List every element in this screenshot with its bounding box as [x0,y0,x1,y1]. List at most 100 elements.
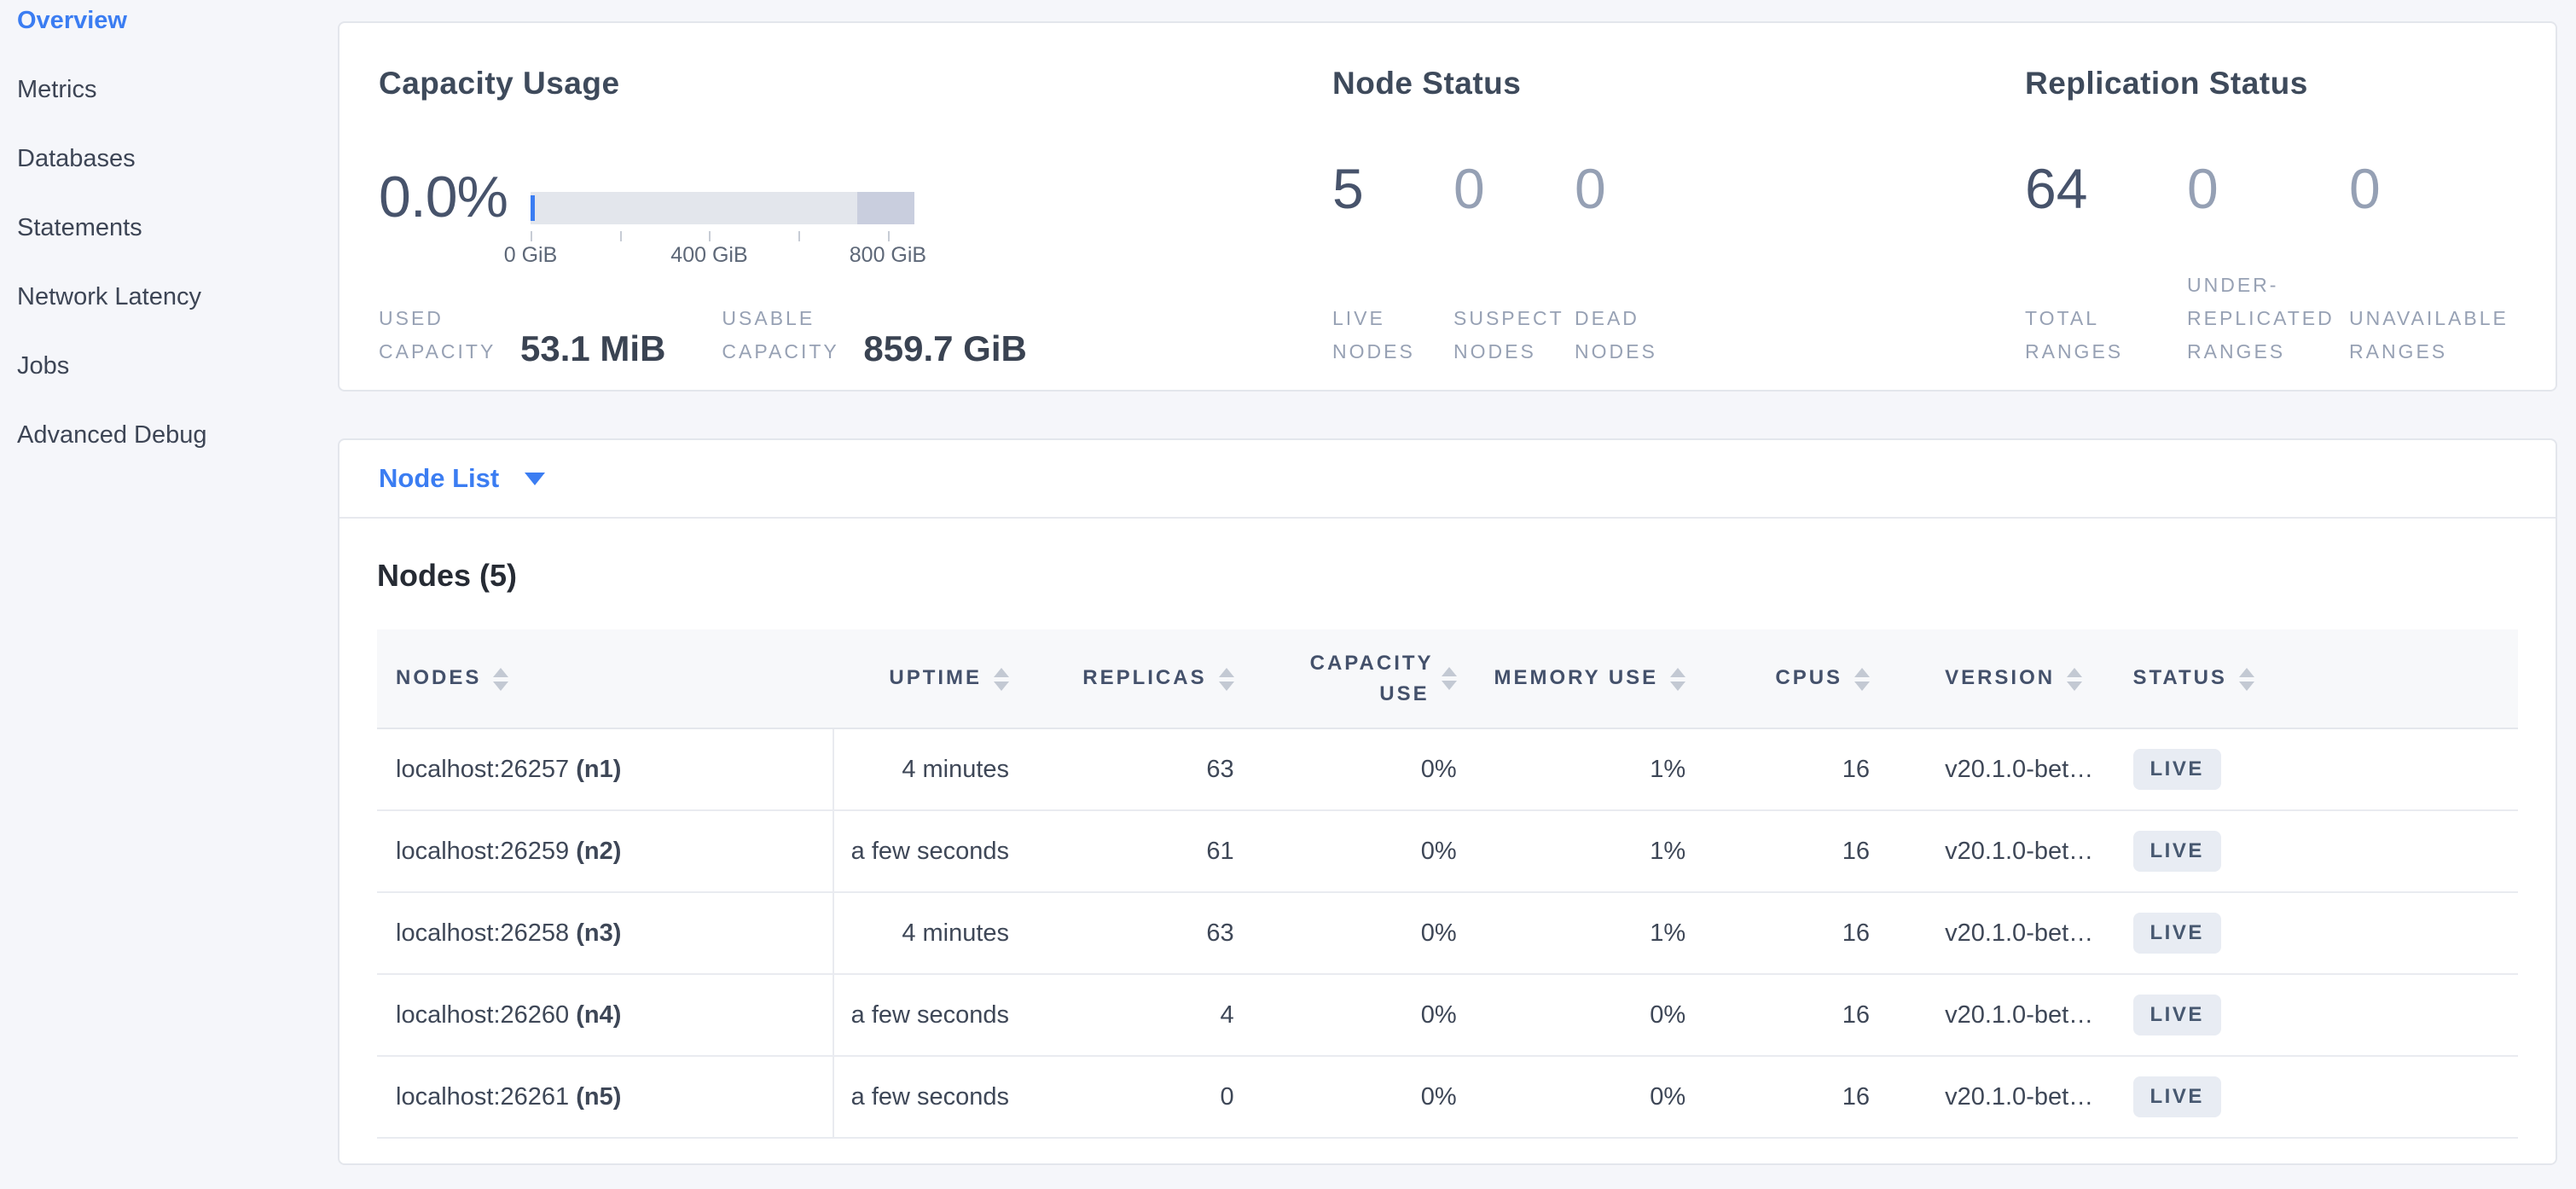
col-header-status[interactable]: STATUS [2100,629,2518,729]
version-cell: v20.1.0-bet… [1897,1056,2101,1139]
node-status-title: Node Status [1332,66,1522,101]
sidebar-nav: Overview Metrics Databases Statements Ne… [0,0,338,470]
nodes-heading: Nodes (5) [377,558,518,593]
sort-icon [2238,667,2254,691]
cpus-cell: 16 [1713,974,1898,1057]
cluster-summary-card: Capacity Usage Node Status Replication S… [338,21,2557,392]
unavailable-ranges-label: UNAVAILABLE RANGES [2349,307,2509,362]
uptime-cell: 4 minutes [833,892,1037,975]
node-address[interactable]: localhost:26258 (n3) [377,892,834,975]
sidebar-item-metrics[interactable]: Metrics [17,76,97,103]
used-capacity-label: USED CAPACITY [379,307,496,362]
status-cell: LIVE [2100,892,2518,975]
dead-nodes-label: DEAD NODES [1575,307,1657,362]
version-cell: v20.1.0-bet… [1897,728,2101,811]
uptime-cell: a few seconds [833,1056,1037,1139]
sidebar-item-advanced-debug[interactable]: Advanced Debug [17,421,207,449]
sidebar: Overview Metrics Databases Statements Ne… [0,0,338,1189]
sidebar-item-statements[interactable]: Statements [17,214,142,241]
status-badge: LIVE [2132,995,2221,1035]
gauge-bar [531,192,914,224]
node-list-body: Nodes (5) NODES UPTIME REPLICAS CAPACITY… [339,558,2556,1139]
col-header-memory-use[interactable]: MEMORY USE [1483,629,1714,729]
replicas-cell: 0 [1036,1056,1262,1139]
sort-icon [2067,667,2083,691]
memory-use-cell: 0% [1483,974,1714,1057]
capacity-stats: USED CAPACITY 53.1 MiB USABLE CAPACITY 8… [379,236,1083,368]
replication-status-values: 64 0 0 [2025,160,2511,218]
node-address[interactable]: localhost:26257 (n1) [377,728,834,811]
status-cell: LIVE [2100,974,2518,1057]
sort-icon [493,667,509,691]
uptime-cell: 4 minutes [833,728,1037,811]
sort-icon [1218,667,1234,691]
col-header-version[interactable]: VERSION [1897,629,2101,729]
main-content: Capacity Usage Node Status Replication S… [338,0,2557,1165]
sort-icon [1441,667,1457,690]
capacity-use-cell: 0% [1261,974,1484,1057]
suspect-nodes-label: SUSPECT NODES [1453,307,1564,362]
col-header-cpus[interactable]: CPUS [1713,629,1898,729]
node-address[interactable]: localhost:26261 (n5) [377,1056,834,1139]
capacity-gauge-row: 0.0% 0 GiB 400 GiB 800 GiB [379,165,926,269]
status-cell: LIVE [2100,728,2518,811]
suspect-nodes-value: 0 [1453,157,1485,220]
total-ranges-label: TOTAL RANGES [2025,307,2124,362]
axis-label-400: 400 GiB [670,243,748,267]
memory-use-cell: 1% [1483,810,1714,893]
capacity-usage-title: Capacity Usage [379,66,620,101]
capacity-gauge: 0 GiB 400 GiB 800 GiB [504,192,926,269]
node-list-dropdown-label: Node List [379,463,500,493]
gauge-reserved-segment [856,192,914,224]
live-nodes-value: 5 [1332,157,1364,220]
col-header-capacity-use[interactable]: CAPACITY USE [1261,629,1484,729]
capacity-percent: 0.0% [379,165,508,229]
node-address[interactable]: localhost:26260 (n4) [377,974,834,1057]
sidebar-item-jobs[interactable]: Jobs [17,352,70,380]
under-replicated-ranges-value: 0 [2187,157,2219,220]
node-status-labels: LIVE NODES SUSPECT NODES DEAD NODES [1332,236,1696,368]
chevron-down-icon [525,472,546,485]
sort-icon [994,667,1010,691]
sidebar-item-network-latency[interactable]: Network Latency [17,283,201,310]
capacity-use-cell: 0% [1261,810,1484,893]
sidebar-item-overview[interactable]: Overview [17,7,127,34]
used-capacity-value: 53.1 MiB [520,328,666,368]
memory-use-cell: 1% [1483,892,1714,975]
table-row: localhost:26259 (n2) a few seconds 61 0%… [377,810,2518,893]
version-cell: v20.1.0-bet… [1897,810,2101,893]
cpus-cell: 16 [1713,728,1898,811]
node-status-values: 5 0 0 [1332,160,1696,218]
capacity-use-cell: 0% [1261,892,1484,975]
table-row: localhost:26260 (n4) a few seconds 4 0% … [377,974,2518,1057]
replicas-cell: 63 [1036,728,1262,811]
col-header-nodes[interactable]: NODES [377,629,833,729]
replication-status-labels: TOTAL RANGES UNDER-REPLICATED RANGES UNA… [2025,236,2511,368]
cpus-cell: 16 [1713,892,1898,975]
node-list-dropdown[interactable]: Node List [339,440,2556,519]
cpus-cell: 16 [1713,810,1898,893]
col-header-uptime[interactable]: UPTIME [833,629,1037,729]
under-replicated-ranges-label: UNDER-REPLICATED RANGES [2187,274,2335,362]
table-row: localhost:26258 (n3) 4 minutes 63 0% 1% … [377,892,2518,975]
status-cell: LIVE [2100,1056,2518,1139]
total-ranges-value: 64 [2025,157,2088,220]
sidebar-item-databases[interactable]: Databases [17,145,136,172]
status-badge: LIVE [2132,913,2221,954]
col-header-replicas[interactable]: REPLICAS [1036,629,1262,729]
dead-nodes-value: 0 [1575,157,1606,220]
gauge-used-marker [531,195,535,221]
axis-label-0: 0 GiB [503,243,558,267]
axis-label-800: 800 GiB [849,243,927,267]
replication-status-title: Replication Status [2025,66,2308,101]
table-row: localhost:26257 (n1) 4 minutes 63 0% 1% … [377,728,2518,811]
table-header-row: NODES UPTIME REPLICAS CAPACITY USE MEMOR… [377,629,2518,729]
memory-use-cell: 1% [1483,728,1714,811]
sort-icon [1670,667,1686,691]
node-address[interactable]: localhost:26259 (n2) [377,810,834,893]
status-badge: LIVE [2132,749,2221,790]
status-badge: LIVE [2132,1076,2221,1117]
live-nodes-label: LIVE NODES [1332,307,1415,362]
capacity-use-cell: 0% [1261,728,1484,811]
sort-icon [1854,667,1871,691]
